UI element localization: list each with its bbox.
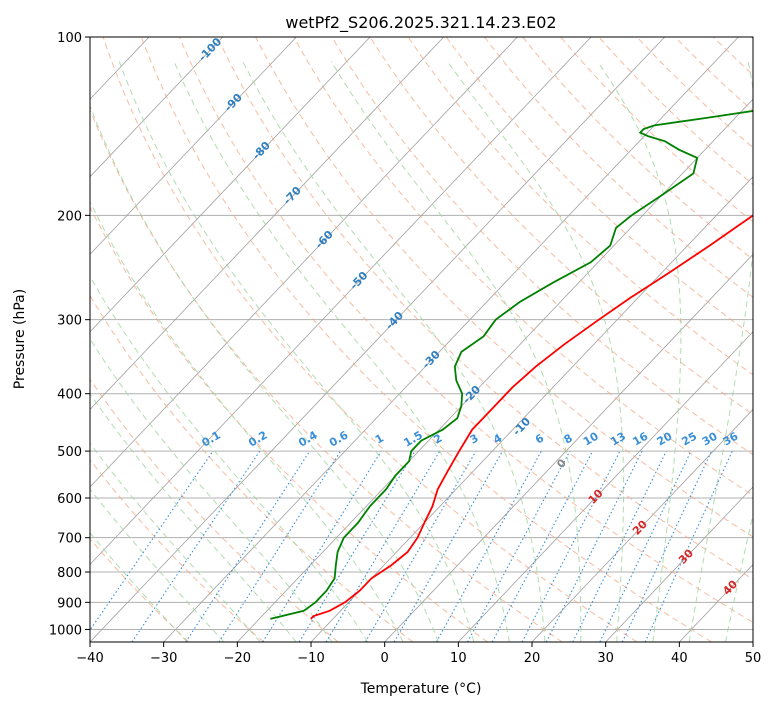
x-tick-label: 10 [450,651,467,666]
y-tick-label: 100 [57,31,82,46]
y-tick-label: 800 [57,566,82,581]
x-tick-label: −30 [150,651,177,666]
x-tick-label: −40 [76,651,103,666]
x-tick-label: 30 [597,651,614,666]
x-tick-label: 20 [524,651,541,666]
y-tick-label: 900 [57,596,82,611]
y-tick-label: 200 [57,209,82,224]
chart-title: wetPf2_S206.2025.321.14.23.E02 [285,13,556,33]
y-axis-label: Pressure (hPa) [12,289,28,389]
y-tick-label: 600 [57,492,82,507]
x-tick-label: 50 [745,651,762,666]
x-tick-label: −10 [297,651,324,666]
x-tick-label: 40 [671,651,688,666]
y-tick-label: 300 [57,314,82,329]
x-tick-label: −20 [224,651,251,666]
y-tick-label: 700 [57,532,82,547]
y-tick-label: 1000 [49,623,82,638]
y-tick-label: 400 [57,388,82,403]
y-tick-label: 500 [57,445,82,460]
x-axis-label: Temperature (°C) [360,681,482,697]
x-tick-label: 0 [381,651,389,666]
